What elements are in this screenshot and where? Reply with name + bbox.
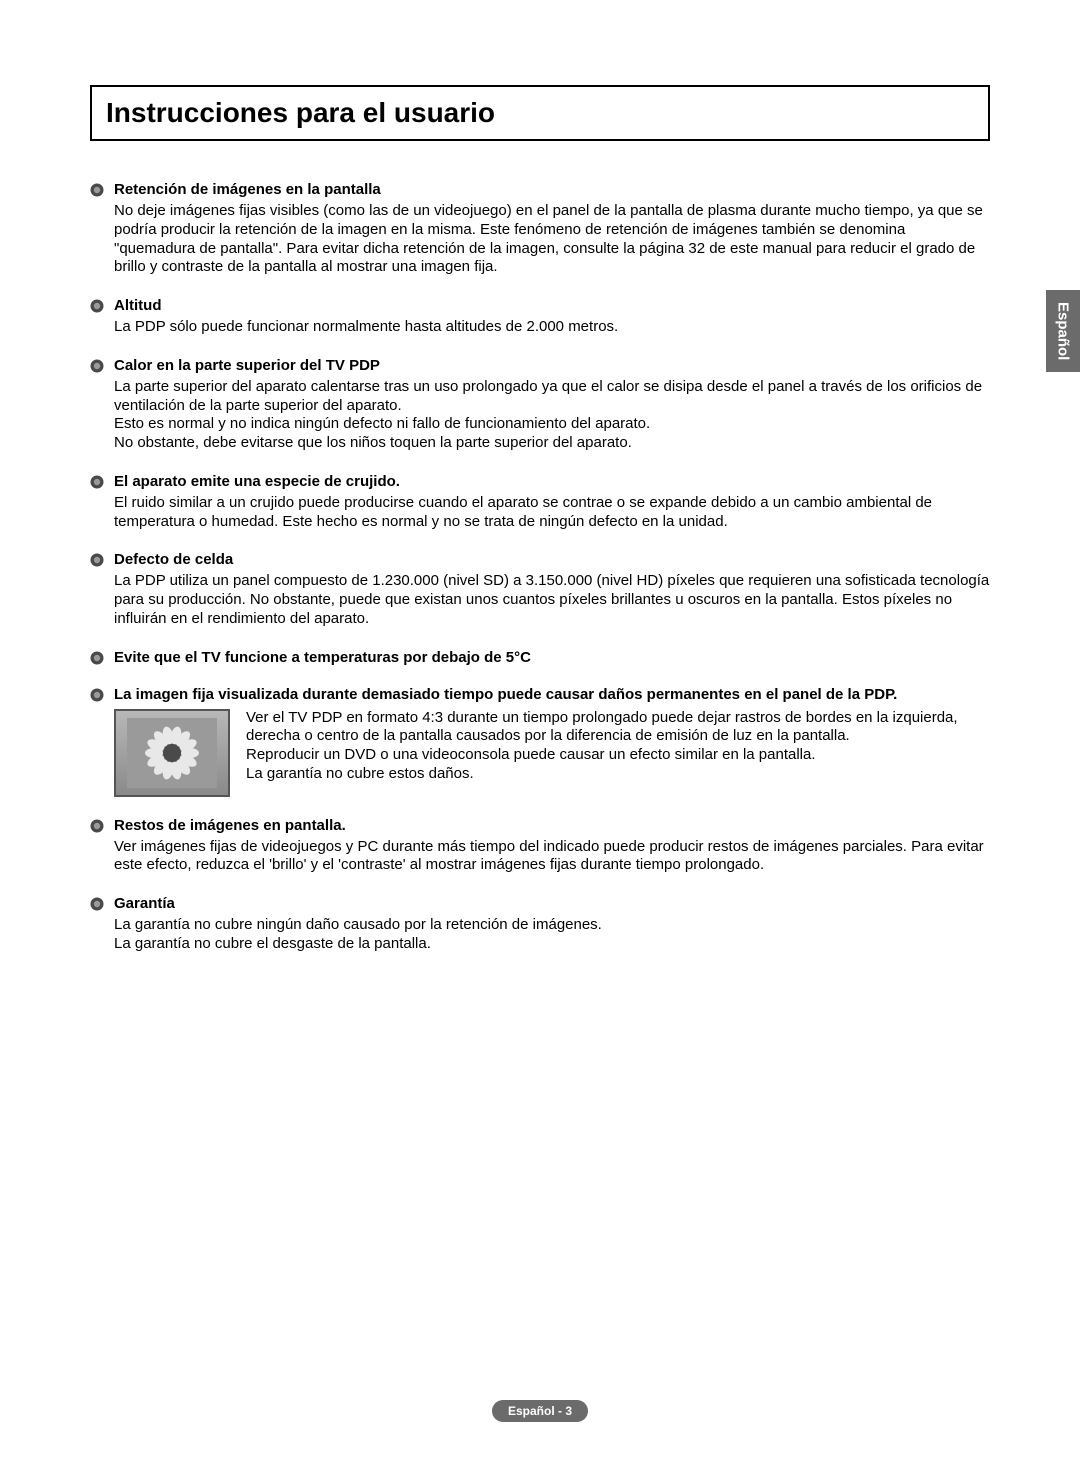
body-text: La garantía no cubre ningún daño causado… bbox=[114, 916, 990, 954]
section-heading: Calor en la parte superior del TV PDP bbox=[90, 357, 990, 374]
heading-text: El aparato emite una especie de crujido. bbox=[114, 473, 400, 490]
section-heading: La imagen fija visualizada durante demas… bbox=[90, 686, 990, 703]
heading-text: Calor en la parte superior del TV PDP bbox=[114, 357, 380, 374]
section-heading: Defecto de celda bbox=[90, 551, 990, 568]
bullet-icon bbox=[90, 359, 104, 373]
heading-text: La imagen fija visualizada durante demas… bbox=[114, 686, 897, 703]
bullet-icon bbox=[90, 299, 104, 313]
flower-icon bbox=[127, 718, 217, 788]
sections-container: Retención de imágenes en la pantalla No … bbox=[90, 181, 990, 954]
page-title: Instrucciones para el usuario bbox=[106, 97, 974, 129]
tv-thumbnail bbox=[114, 709, 230, 797]
section: Garantía La garantía no cubre ningún dañ… bbox=[90, 895, 990, 954]
body-text: La PDP sólo puede funcionar normalmente … bbox=[114, 318, 990, 337]
bullet-icon bbox=[90, 553, 104, 567]
heading-text: Garantía bbox=[114, 895, 175, 912]
body-text: No deje imágenes fijas visibles (como la… bbox=[114, 202, 990, 277]
section-heading: Restos de imágenes en pantalla. bbox=[90, 817, 990, 834]
bullet-icon bbox=[90, 897, 104, 911]
section: Calor en la parte superior del TV PDP La… bbox=[90, 357, 990, 453]
body-text: El ruido similar a un crujido puede prod… bbox=[114, 494, 990, 532]
section-heading: Evite que el TV funcione a temperaturas … bbox=[90, 649, 990, 666]
section: La imagen fija visualizada durante demas… bbox=[90, 686, 990, 797]
image-row: Ver el TV PDP en formato 4:3 durante un … bbox=[114, 709, 990, 797]
heading-text: Retención de imágenes en la pantalla bbox=[114, 181, 381, 198]
page-footer: Español - 3 bbox=[0, 1400, 1080, 1422]
section: Restos de imágenes en pantalla. Ver imág… bbox=[90, 817, 990, 876]
manual-page: Instrucciones para el usuario Retención … bbox=[0, 0, 1080, 1034]
bullet-icon bbox=[90, 475, 104, 489]
heading-text: Altitud bbox=[114, 297, 161, 314]
body-text: La PDP utiliza un panel compuesto de 1.2… bbox=[114, 572, 990, 628]
heading-text: Evite que el TV funcione a temperaturas … bbox=[114, 649, 531, 666]
section: Defecto de celda La PDP utiliza un panel… bbox=[90, 551, 990, 628]
heading-text: Restos de imágenes en pantalla. bbox=[114, 817, 346, 834]
language-tab-label: Español bbox=[1055, 302, 1072, 360]
heading-text: Defecto de celda bbox=[114, 551, 233, 568]
body-text: Ver imágenes fijas de videojuegos y PC d… bbox=[114, 838, 990, 876]
section-heading: El aparato emite una especie de crujido. bbox=[90, 473, 990, 490]
language-tab: Español bbox=[1046, 290, 1080, 372]
body-text: Ver el TV PDP en formato 4:3 durante un … bbox=[246, 709, 990, 784]
section-heading: Garantía bbox=[90, 895, 990, 912]
bullet-icon bbox=[90, 688, 104, 702]
section-heading: Retención de imágenes en la pantalla bbox=[90, 181, 990, 198]
bullet-icon bbox=[90, 651, 104, 665]
section: Evite que el TV funcione a temperaturas … bbox=[90, 649, 990, 666]
footer-label: Español - 3 bbox=[508, 1404, 572, 1418]
section-heading: Altitud bbox=[90, 297, 990, 314]
section: Retención de imágenes en la pantalla No … bbox=[90, 181, 990, 277]
title-box: Instrucciones para el usuario bbox=[90, 85, 990, 141]
footer-pill: Español - 3 bbox=[492, 1400, 588, 1422]
body-text: La parte superior del aparato calentarse… bbox=[114, 378, 990, 453]
section: El aparato emite una especie de crujido.… bbox=[90, 473, 990, 532]
section: Altitud La PDP sólo puede funcionar norm… bbox=[90, 297, 990, 337]
bullet-icon bbox=[90, 183, 104, 197]
bullet-icon bbox=[90, 819, 104, 833]
